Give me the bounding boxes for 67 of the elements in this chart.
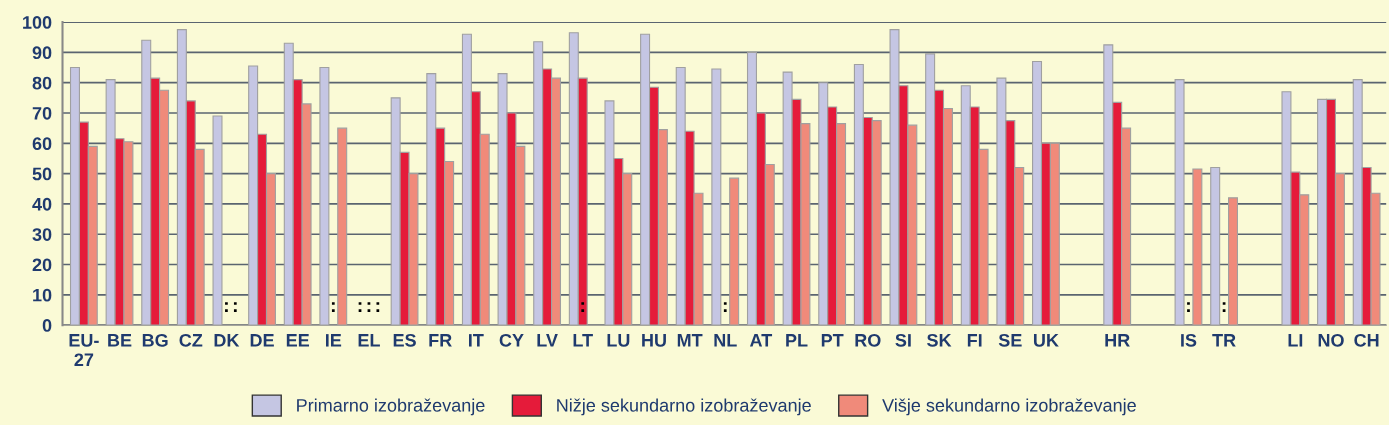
y-tick-label: 70 [32,106,52,120]
text: : [376,302,380,312]
x-tick-label: PL [786,334,808,347]
x-tick-label: ES [393,333,416,347]
x-tick-label: SI [895,333,911,347]
x-tick-label: EE [286,334,310,347]
x-tick-label: LV [537,334,558,347]
legend-label: Višje sekundarno izobraževanje [882,398,1136,416]
bar [1210,166,1221,326]
x-tick-label: RO [855,333,881,347]
x-tick-label: HR [1105,334,1130,347]
text: : [225,302,228,312]
text: : [1187,302,1190,312]
x-tick-label: UK [1033,334,1059,347]
x-tick-label: SE [998,333,1022,347]
x-tick-label: PT [821,334,844,347]
x-tick-label: DK [214,334,240,347]
x-tick-label: BG [142,333,168,347]
y-tick-label: 50 [32,167,52,181]
x-tick-label: LU [607,334,630,347]
bar [1227,197,1239,326]
x-tick-label: LI [1288,334,1303,347]
x-tick-label: FI [967,334,982,347]
x-tick-label: LT [573,334,593,347]
x-tick-label: CY [499,333,524,347]
x-tick-label: FR [429,334,452,347]
bar [1192,168,1203,326]
x-tick-label: AT [749,334,773,347]
x-tick-label: DE [250,334,274,347]
x-tick-label: HU [642,334,666,347]
y-tick-label: 80 [32,76,52,90]
x-tick-label: IT [469,334,484,347]
x-tick-label: SK [927,333,952,347]
bar [319,66,330,326]
x-tick-label: IS [1181,333,1197,347]
text: : [723,302,727,312]
y-tick-label: 100 [23,16,52,29]
x-tick-label: IE [325,334,342,347]
y-tick-label: 0 [42,319,52,332]
y-tick-label: 60 [32,137,52,151]
data-label: : [581,302,585,312]
x-tick-label: CH [1354,333,1379,347]
x-tick-label: CZ [179,333,203,347]
y-tick-label: 10 [33,288,52,302]
bar [337,127,348,326]
legend-label: Primarno izobraževanje [297,398,485,416]
y-tick-label: 90 [32,46,52,60]
legend-label: Nižje sekundarno izobraževanje [557,398,811,416]
x-tick-label: EU- 27 [69,334,99,366]
y-tick-label: 30 [32,228,52,241]
x-tick-label: NO [1318,333,1344,347]
x-tick-label: NL [714,334,737,347]
text: : [358,302,362,312]
y-tick-label: 40 [32,197,52,211]
bar [1174,79,1185,326]
x-tick-label: BE [108,334,132,347]
text: : [1222,302,1226,312]
x-tick-label: TR [1212,334,1236,347]
x-tick-label: EL [358,334,380,347]
text: : [331,302,335,312]
bar [711,68,722,326]
y-tick-label: 20 [32,258,52,272]
x-tick-label: MT [677,334,703,347]
text: : [367,302,371,312]
bar [729,177,740,326]
bar [212,115,223,326]
text: : [233,302,237,312]
